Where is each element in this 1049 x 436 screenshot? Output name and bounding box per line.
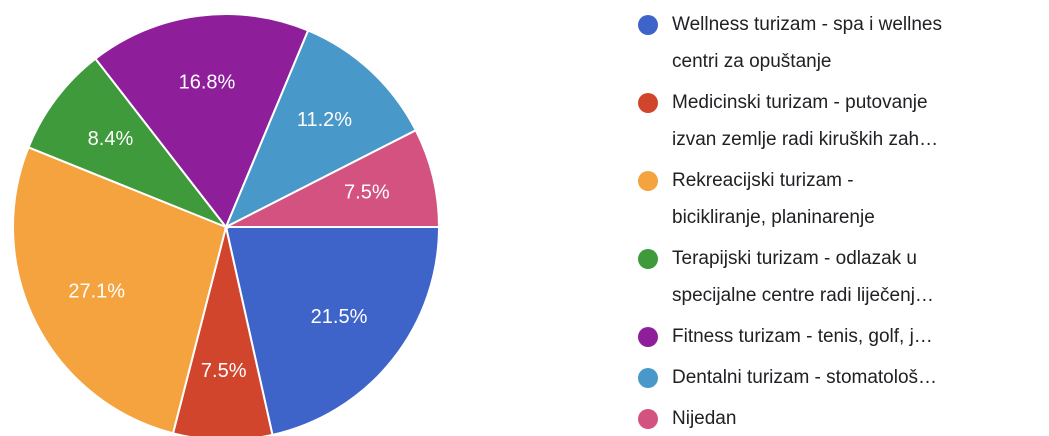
legend-label: Terapijski turizam - odlazak u bbox=[672, 248, 917, 269]
legend-marker bbox=[638, 171, 658, 191]
legend-marker bbox=[638, 15, 658, 35]
legend-label: bicikliranje, planinarenje bbox=[672, 207, 875, 228]
data-label: 7.5% bbox=[201, 360, 247, 382]
legend-label: centri za opuštanje bbox=[672, 51, 832, 72]
data-label: 27.1% bbox=[68, 281, 125, 303]
data-label: 16.8% bbox=[179, 72, 236, 94]
legend-marker bbox=[638, 249, 658, 269]
pie-slice bbox=[94, 13, 310, 229]
legend-marker bbox=[638, 93, 658, 113]
pie-slice bbox=[12, 146, 228, 435]
legend-label: Rekreacijski turizam - bbox=[672, 170, 854, 191]
legend-marker bbox=[638, 409, 658, 429]
legend-label: Wellness turizam - spa i wellnes bbox=[672, 14, 942, 35]
data-label: 8.4% bbox=[88, 128, 134, 150]
data-label: 11.2% bbox=[297, 109, 352, 131]
legend-label: Dentalni turizam - stomatološ… bbox=[672, 367, 937, 388]
pie-slice bbox=[171, 226, 274, 436]
legend-marker bbox=[638, 327, 658, 347]
data-label: 7.5% bbox=[344, 181, 390, 203]
data-label: 21.5% bbox=[311, 306, 368, 328]
pie-slice bbox=[224, 29, 418, 230]
legend-label: izvan zemlje radi kiruških zah… bbox=[672, 129, 938, 150]
legend-marker bbox=[638, 368, 658, 388]
legend-label: specijalne centre radi liječenj… bbox=[672, 285, 934, 306]
legend-label: Fitness turizam - tenis, golf, j… bbox=[672, 326, 933, 347]
pie-slice bbox=[27, 57, 230, 230]
pie-slice bbox=[224, 226, 441, 436]
legend-label: Medicinski turizam - putovanje bbox=[672, 92, 928, 113]
pie-slice bbox=[225, 128, 441, 228]
legend-label: Nijedan bbox=[672, 408, 736, 429]
